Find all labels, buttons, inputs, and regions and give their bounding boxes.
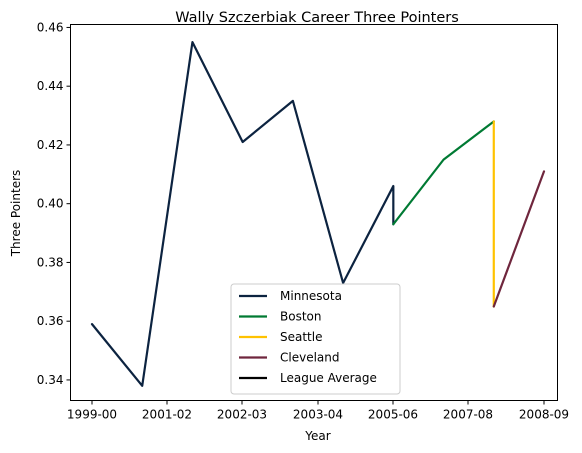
legend-label: League Average [280,371,377,385]
x-tick-label: 2007-08 [443,408,493,422]
x-tick-label: 2005-06 [368,408,418,422]
y-axis-label: Three Pointers [9,170,23,258]
y-tick-label: 0.42 [37,138,64,152]
y-tick-label: 0.36 [37,314,64,328]
legend-label: Seattle [280,330,322,344]
series-line-minnesota [90,41,395,387]
x-axis: 1999-00 2001-02 2002-03 2003-04 2005-06 2007-… [67,400,569,422]
x-tick-label: 2001-02 [142,408,192,422]
y-tick-label: 0.34 [37,373,64,387]
y-tick-label: 0.40 [37,197,64,211]
x-tick-label: 2002-03 [217,408,267,422]
series-line-cleveland [492,170,546,308]
series-line-boston [392,120,495,226]
legend-label: Cleveland [280,351,340,365]
x-tick-label: 2008-09 [519,408,569,422]
legend-label: Boston [280,310,321,324]
x-axis-label: Year [304,429,330,443]
legend-label: Minnesota [280,289,342,303]
y-axis: 0.34 0.36 0.38 0.40 0.42 0.44 0.46 [37,20,71,387]
plot-area [70,24,558,401]
chart-title: Wally Szczerbiak Career Three Pointers [175,10,459,26]
y-tick-label: 0.44 [37,79,64,93]
x-tick-label: 2003-04 [293,408,343,422]
y-tick-label: 0.38 [37,255,64,269]
y-tick-label: 0.46 [37,20,64,34]
series-layer [90,41,546,387]
legend-box [230,283,401,395]
x-tick-label: 1999-00 [67,408,117,422]
legend: Minnesota Boston Seattle Cleveland League Av… [230,283,401,395]
